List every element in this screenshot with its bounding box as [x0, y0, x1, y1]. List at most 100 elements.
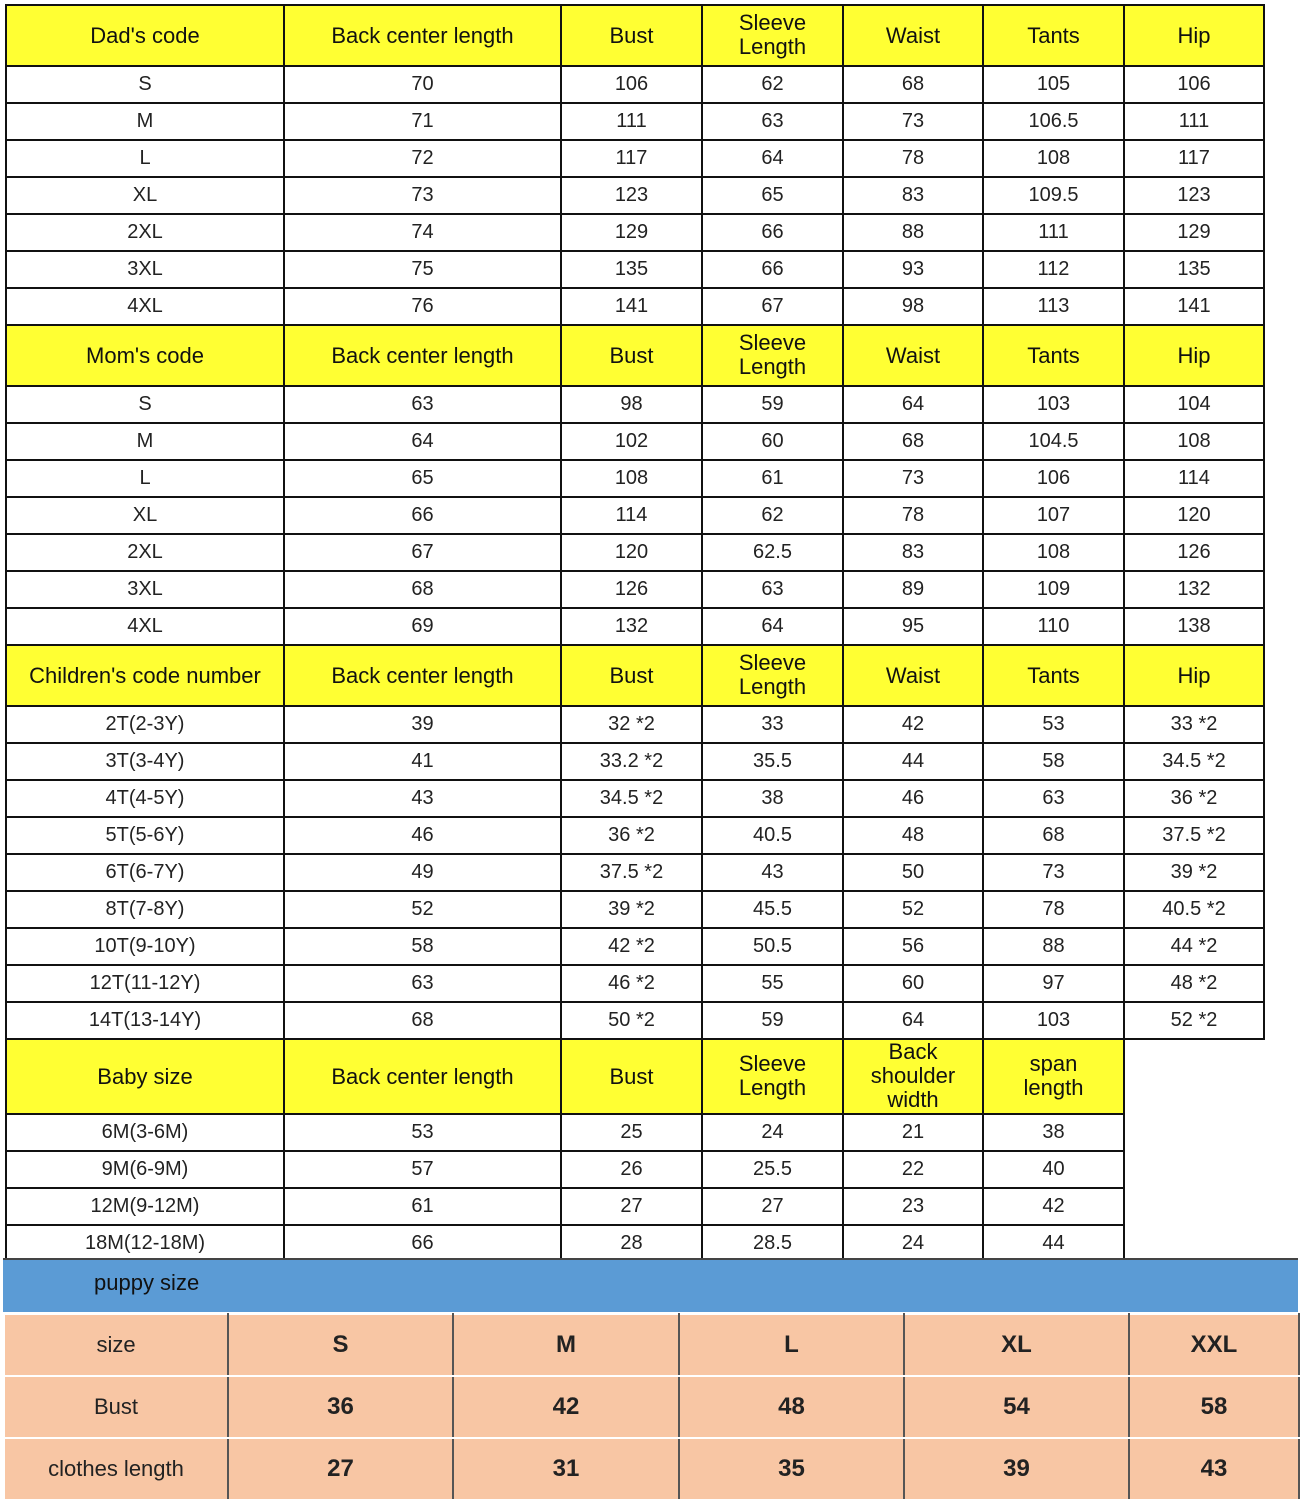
data-cell: S: [5, 385, 285, 424]
data-cell: 33: [701, 705, 844, 744]
data-cell: 129: [1123, 213, 1265, 252]
header-cell: Tants: [982, 4, 1125, 67]
header-cell: Waist: [842, 644, 984, 707]
data-row: 10T(9-10Y) 58 42 *2 50.5 56 88 44 *2: [5, 927, 1265, 966]
header-cell-text: Sleeve Length: [738, 330, 807, 379]
header-cell: Back center length: [283, 4, 562, 67]
data-cell: 27: [701, 1187, 844, 1226]
data-row: 2XL 67 120 62.5 83 108 126: [5, 533, 1265, 572]
puppy-cell: 27: [227, 1437, 454, 1501]
data-cell: 40.5: [701, 816, 844, 855]
data-cell: 9M(6-9M): [5, 1150, 285, 1189]
data-cell: 38: [982, 1113, 1125, 1152]
data-cell: 89: [842, 570, 984, 609]
data-cell: 67: [283, 533, 562, 572]
data-cell: 104: [1123, 385, 1265, 424]
data-cell: 83: [842, 533, 984, 572]
data-cell: 62.5: [701, 533, 844, 572]
data-row: 4XL 69 132 64 95 110 138: [5, 607, 1265, 646]
header-cell: Waist: [842, 324, 984, 387]
data-cell: 113: [982, 287, 1125, 326]
data-cell: 18M(12-18M): [5, 1224, 285, 1263]
data-cell: 141: [560, 287, 703, 326]
data-row: XL 73 123 65 83 109.5 123: [5, 176, 1265, 215]
header-cell: Baby size: [5, 1038, 285, 1115]
data-cell: 39 *2: [560, 890, 703, 929]
data-cell: 67: [701, 287, 844, 326]
data-cell: 12M(9-12M): [5, 1187, 285, 1226]
data-cell: 68: [842, 65, 984, 104]
data-cell: 60: [842, 964, 984, 1003]
header-cell: Mom's code: [5, 324, 285, 387]
puppy-row: Bust 36 42 48 54 58: [3, 1375, 1300, 1439]
data-cell: 58: [283, 927, 562, 966]
data-cell: 64: [701, 139, 844, 178]
data-row: 12T(11-12Y) 63 46 *2 55 60 97 48 *2: [5, 964, 1265, 1003]
data-cell: 14T(13-14Y): [5, 1001, 285, 1040]
data-cell: 103: [982, 1001, 1125, 1040]
data-row: M 64 102 60 68 104.5 108: [5, 422, 1265, 461]
data-row: 4XL 76 141 67 98 113 141: [5, 287, 1265, 326]
data-cell: 108: [560, 459, 703, 498]
data-cell: 41: [283, 742, 562, 781]
header-row: Dad's code Back center length Bust Sleeve L…: [5, 4, 1265, 67]
data-cell: XL: [5, 176, 285, 215]
data-cell: 66: [701, 250, 844, 289]
puppy-cell: clothes length: [3, 1437, 229, 1501]
data-cell: 135: [1123, 250, 1265, 289]
header-row: Children's code number Back center length…: [5, 644, 1265, 707]
puppy-cell: 48: [678, 1375, 905, 1439]
data-row: S 70 106 62 68 105 106: [5, 65, 1265, 104]
data-cell: 108: [982, 533, 1125, 572]
data-cell: XL: [5, 496, 285, 535]
header-cell: Back center length: [283, 324, 562, 387]
data-cell: 50: [842, 853, 984, 892]
empty-cell: [1124, 1225, 1264, 1262]
data-cell: 52: [283, 890, 562, 929]
section: Baby size Back center length Bust Sleeve Le…: [5, 1038, 1264, 1263]
header-row: Baby size Back center length Bust Sleeve Le…: [5, 1038, 1264, 1115]
data-row: 8T(7-8Y) 52 39 *2 45.5 52 78 40.5 *2: [5, 890, 1265, 929]
data-cell: 106: [982, 459, 1125, 498]
data-row: L 72 117 64 78 108 117: [5, 139, 1265, 178]
data-cell: 6T(6-7Y): [5, 853, 285, 892]
data-cell: 38: [701, 779, 844, 818]
data-cell: 61: [701, 459, 844, 498]
data-cell: 49: [283, 853, 562, 892]
data-cell: 109.5: [982, 176, 1125, 215]
puppy-row: size S M L XL XXL: [3, 1313, 1300, 1377]
data-cell: 3XL: [5, 570, 285, 609]
data-cell: 62: [701, 496, 844, 535]
section: Dad's code Back center length Bust Sleeve L…: [5, 4, 1265, 326]
data-cell: 110: [982, 607, 1125, 646]
data-cell: 6M(3-6M): [5, 1113, 285, 1152]
header-cell-text: Hip: [1177, 662, 1211, 688]
header-cell: Bust: [560, 644, 703, 707]
data-cell: 135: [560, 250, 703, 289]
data-cell: 48 *2: [1123, 964, 1265, 1003]
header-cell: span length: [982, 1038, 1125, 1115]
data-cell: 69: [283, 607, 562, 646]
data-cell: 12T(11-12Y): [5, 964, 285, 1003]
data-cell: 126: [560, 570, 703, 609]
data-cell: 107: [982, 496, 1125, 535]
data-cell: 24: [701, 1113, 844, 1152]
data-cell: 78: [842, 139, 984, 178]
data-row: 5T(5-6Y) 46 36 *2 40.5 48 68 37.5 *2: [5, 816, 1265, 855]
data-cell: 4XL: [5, 607, 285, 646]
data-cell: L: [5, 139, 285, 178]
data-cell: 132: [1123, 570, 1265, 609]
header-cell: Hip: [1123, 4, 1265, 67]
puppy-cell: L: [678, 1313, 905, 1377]
data-cell: 53: [283, 1113, 562, 1152]
header-cell: Back center length: [283, 644, 562, 707]
data-cell: L: [5, 459, 285, 498]
data-cell: 2T(2-3Y): [5, 705, 285, 744]
data-cell: 126: [1123, 533, 1265, 572]
data-cell: 98: [560, 385, 703, 424]
data-cell: 112: [982, 250, 1125, 289]
data-cell: 64: [283, 422, 562, 461]
data-cell: 46: [283, 816, 562, 855]
data-cell: 2XL: [5, 213, 285, 252]
data-cell: 21: [842, 1113, 984, 1152]
